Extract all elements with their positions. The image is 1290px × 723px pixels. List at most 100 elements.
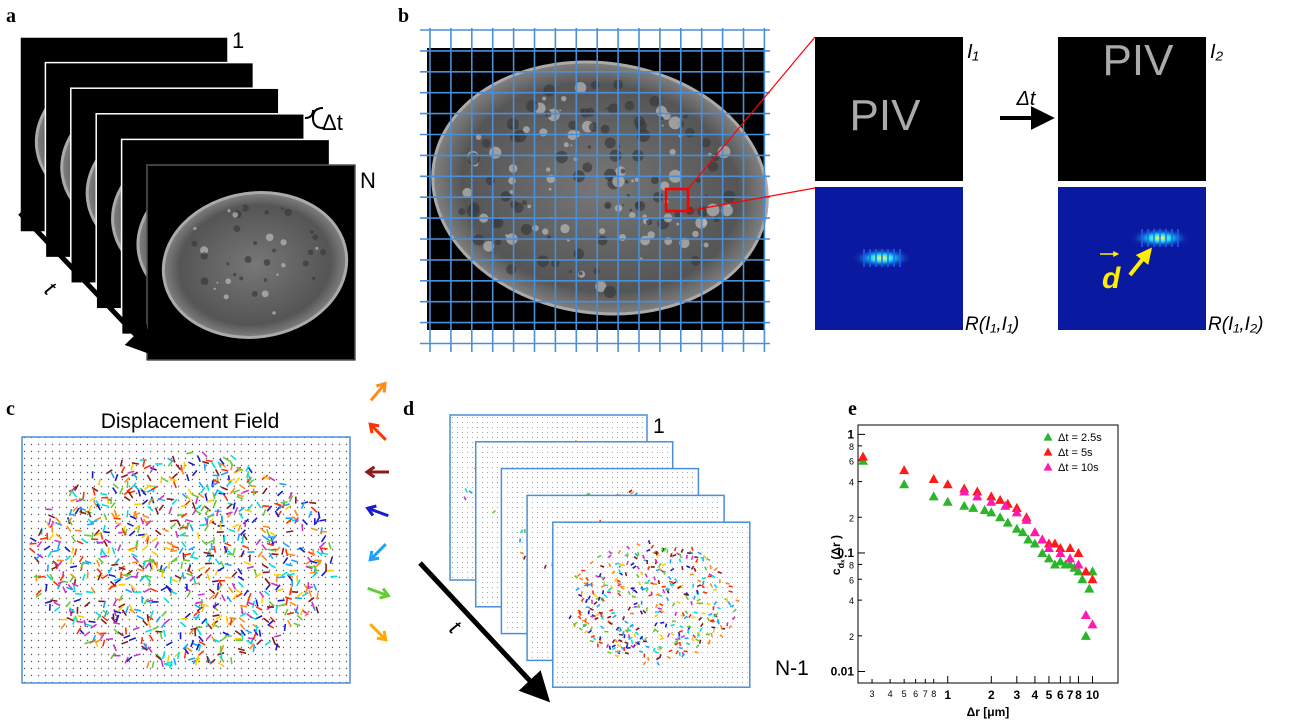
displacement-vector	[176, 519, 181, 527]
displacement-vector	[247, 473, 252, 481]
displacement-vector	[185, 519, 193, 523]
data-point	[1073, 559, 1084, 569]
displacement-vector	[264, 640, 272, 646]
displacement-vector	[680, 548, 684, 553]
displacement-vector	[160, 659, 164, 667]
displacement-vector	[698, 639, 702, 644]
displacement-vector	[678, 641, 682, 646]
displacement-vector	[587, 610, 590, 615]
displacement-vector	[274, 502, 282, 507]
y-tick-label: 4	[849, 596, 854, 606]
displacement-vector	[198, 640, 206, 646]
displacement-vector	[214, 468, 220, 476]
displacement-vector	[190, 627, 198, 631]
displacement-vector	[208, 518, 214, 525]
displacement-vector	[638, 650, 644, 654]
displacement-vector	[233, 506, 239, 514]
cell-blob	[302, 260, 309, 267]
displacement-vector	[181, 572, 185, 580]
displacement-vector	[197, 492, 205, 499]
displacement-vector	[598, 611, 603, 614]
displacement-vector	[618, 562, 623, 567]
displacement-vector	[657, 566, 662, 571]
data-point	[942, 479, 953, 489]
displacement-vector	[179, 621, 187, 628]
displacement-vector	[706, 557, 711, 561]
displacement-vector	[256, 501, 262, 509]
displacement-vector	[216, 582, 220, 591]
cell-blob	[522, 126, 530, 134]
displacement-vector	[240, 632, 244, 640]
displacement-vector	[102, 530, 110, 534]
direction-key-head	[364, 465, 376, 479]
displacement-vector	[731, 616, 736, 621]
displacement-vector	[95, 638, 102, 644]
displacement-vector	[636, 551, 640, 556]
y-tick-label: 6	[849, 575, 854, 585]
displacement-vector	[261, 595, 264, 603]
displacement-vector	[117, 605, 124, 613]
displacement-vector	[180, 617, 188, 620]
displacement-vector	[680, 635, 685, 639]
cell-blob	[636, 128, 651, 143]
displacement-vector	[123, 476, 131, 483]
displacement-vector	[668, 580, 674, 584]
displacement-vector	[118, 566, 126, 571]
displacement-vector	[247, 601, 255, 606]
displacement-vector	[245, 464, 250, 472]
displacement-vector	[241, 489, 250, 494]
displacement-vector	[309, 560, 318, 564]
displacement-vector	[238, 512, 244, 519]
displacement-vector	[207, 657, 212, 665]
displacement-vector	[187, 488, 193, 496]
displacement-vector	[223, 545, 228, 553]
cell-blob	[560, 224, 570, 234]
displacement-vector	[735, 599, 740, 602]
cell-blob	[599, 228, 606, 235]
displacement-vector	[178, 547, 184, 555]
displacement-vector	[717, 570, 722, 574]
displacement-vector	[315, 517, 320, 525]
displacement-vector	[186, 590, 192, 598]
displacement-vector	[652, 628, 657, 633]
displacement-vector	[212, 614, 220, 617]
displacement-vector	[620, 646, 625, 651]
displacement-vector	[29, 542, 37, 545]
time-label: t	[445, 615, 466, 639]
displacement-vector	[595, 612, 600, 617]
displacement-vector	[54, 516, 61, 524]
interval-label: Δt	[322, 110, 343, 135]
displacement-vector	[289, 601, 297, 607]
displacement-vector	[210, 482, 218, 487]
displacement-vector	[222, 535, 226, 543]
displacement-vector	[695, 644, 700, 649]
displacement-vector	[628, 636, 633, 641]
y-tick-label: 2	[849, 513, 854, 523]
displacement-vector	[91, 486, 99, 492]
displacement-vector	[285, 598, 289, 606]
displacement-vector	[652, 647, 656, 652]
displacement-vector	[695, 638, 700, 642]
displacement-vector	[578, 611, 582, 616]
displacement-vector	[255, 606, 263, 611]
cell-blob	[272, 311, 276, 315]
displacement-vector	[655, 592, 660, 597]
data-point	[1000, 500, 1011, 510]
displacement-vector	[243, 589, 249, 597]
displacement-vector	[180, 561, 184, 569]
displacement-vector	[247, 504, 253, 511]
displacement-vector	[608, 621, 613, 626]
displacement-vector	[285, 563, 293, 567]
displacement-vector	[219, 458, 225, 466]
displacement-vector	[672, 553, 677, 557]
displacement-vector	[597, 596, 601, 601]
displacement-vector	[208, 594, 216, 600]
displacement-vector	[655, 568, 661, 572]
displacement-vector	[50, 599, 58, 603]
cell-blob	[512, 202, 524, 213]
displacement-vector	[212, 602, 220, 609]
displacement-vector	[619, 633, 624, 636]
displacement-vector	[133, 524, 141, 531]
plot-frame	[857, 424, 1119, 684]
displacement-vector	[696, 598, 701, 602]
